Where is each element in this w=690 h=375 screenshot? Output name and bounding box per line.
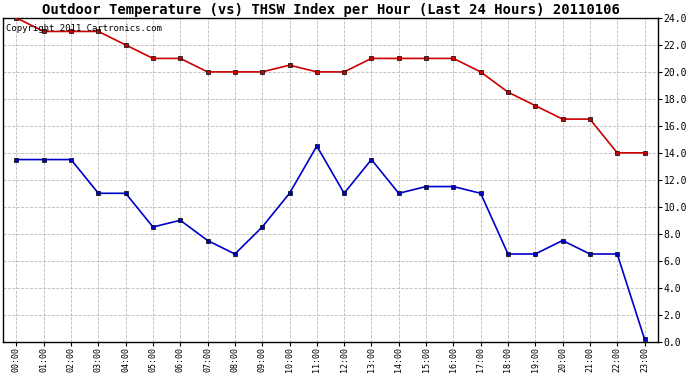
Title: Outdoor Temperature (vs) THSW Index per Hour (Last 24 Hours) 20110106: Outdoor Temperature (vs) THSW Index per … bbox=[41, 3, 620, 17]
Text: Copyright 2011 Cartronics.com: Copyright 2011 Cartronics.com bbox=[6, 24, 162, 33]
